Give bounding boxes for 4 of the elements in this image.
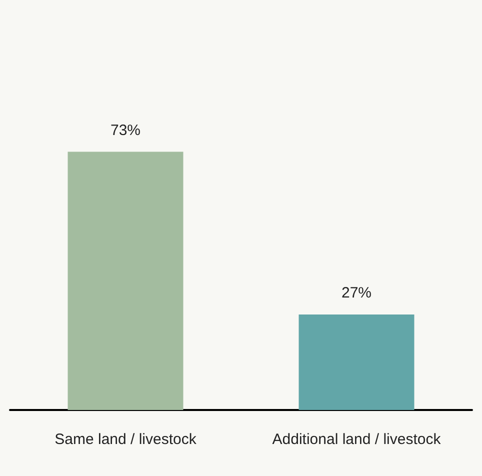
x-tick-label: Additional land / livestock — [272, 431, 442, 448]
data-label: 73% — [110, 122, 141, 139]
x-tick-label: Same land / livestock — [54, 431, 197, 448]
data-label: 27% — [341, 284, 372, 302]
